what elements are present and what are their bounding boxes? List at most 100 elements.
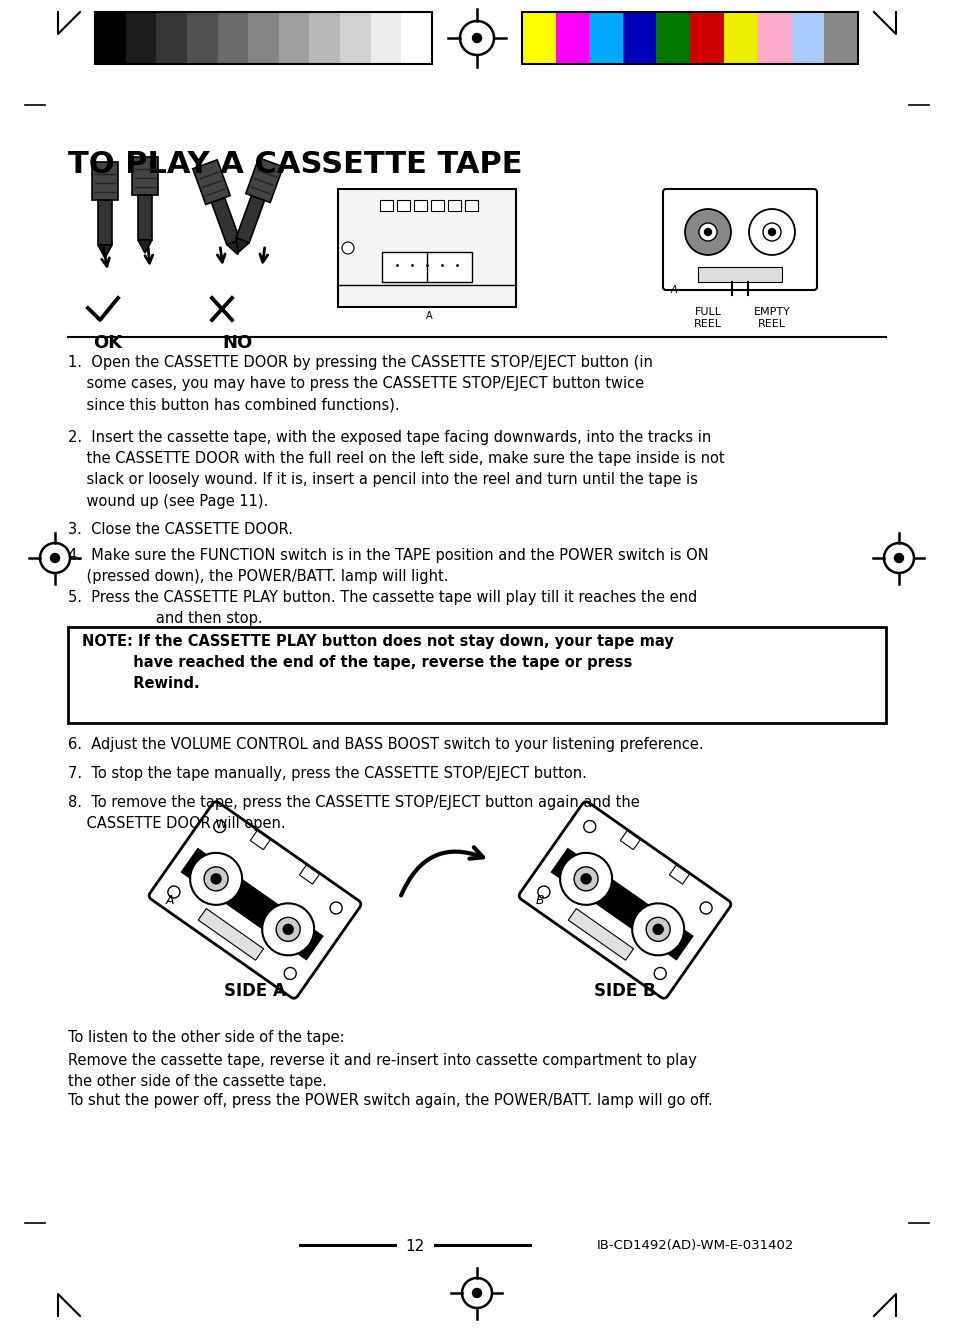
Circle shape <box>51 554 59 563</box>
Bar <box>246 158 283 202</box>
Text: SIDE A: SIDE A <box>224 981 286 1000</box>
Bar <box>95 12 432 64</box>
Text: NO: NO <box>223 335 253 352</box>
Bar <box>339 12 371 64</box>
Bar <box>568 908 633 960</box>
Bar <box>521 12 857 64</box>
Circle shape <box>459 21 494 54</box>
Bar <box>722 12 757 64</box>
Circle shape <box>699 223 717 240</box>
Bar <box>187 12 217 64</box>
Text: 5.  Press the CASSETTE PLAY button. The cassette tape will play till it reaches : 5. Press the CASSETTE PLAY button. The c… <box>68 590 697 627</box>
Bar <box>619 831 639 850</box>
Text: B: B <box>535 894 543 907</box>
Circle shape <box>40 543 70 572</box>
Circle shape <box>894 554 902 563</box>
Text: 1.  Open the CASSETTE DOOR by pressing the CASSETTE STOP/EJECT button (in
    so: 1. Open the CASSETTE DOOR by pressing th… <box>68 355 652 413</box>
FancyBboxPatch shape <box>149 802 360 999</box>
Bar <box>550 847 693 960</box>
Bar <box>448 201 460 211</box>
Circle shape <box>168 886 180 898</box>
Circle shape <box>559 853 612 904</box>
Polygon shape <box>227 240 240 255</box>
Circle shape <box>654 968 665 980</box>
Circle shape <box>583 821 596 833</box>
Bar <box>138 195 152 240</box>
Bar <box>98 201 112 244</box>
Text: OK: OK <box>93 335 122 352</box>
Text: To shut the power off, press the POWER switch again, the POWER/BATT. lamp will g: To shut the power off, press the POWER s… <box>68 1093 712 1108</box>
FancyBboxPatch shape <box>662 189 816 290</box>
Text: A: A <box>425 311 432 321</box>
Text: SIDE B: SIDE B <box>594 981 655 1000</box>
Circle shape <box>574 867 598 891</box>
Circle shape <box>262 903 314 955</box>
Circle shape <box>537 886 549 898</box>
Circle shape <box>275 918 300 942</box>
Text: A: A <box>670 286 677 295</box>
Circle shape <box>283 924 293 935</box>
Circle shape <box>748 208 794 255</box>
Text: IB-CD1492(AD)-WM-E-031402: IB-CD1492(AD)-WM-E-031402 <box>596 1239 793 1252</box>
Text: A: A <box>166 894 173 907</box>
Bar <box>656 12 689 64</box>
Circle shape <box>700 902 711 914</box>
Bar <box>431 201 443 211</box>
Bar <box>381 252 472 282</box>
Circle shape <box>190 853 242 904</box>
Bar <box>337 189 516 307</box>
Bar <box>379 201 393 211</box>
Bar <box>126 12 156 64</box>
Circle shape <box>213 821 226 833</box>
Polygon shape <box>138 240 152 254</box>
Circle shape <box>653 924 662 935</box>
Bar <box>622 12 656 64</box>
Text: NOTE: If the CASSETTE PLAY button does not stay down, your tape may
          ha: NOTE: If the CASSETTE PLAY button does n… <box>82 633 673 692</box>
Bar <box>669 865 689 884</box>
FancyBboxPatch shape <box>518 802 730 999</box>
Bar <box>95 12 126 64</box>
Bar <box>396 201 410 211</box>
Text: 6.  Adjust the VOLUME CONTROL and BASS BOOST switch to your listening preference: 6. Adjust the VOLUME CONTROL and BASS BO… <box>68 737 703 752</box>
Bar <box>589 12 622 64</box>
Circle shape <box>703 228 711 235</box>
Bar <box>309 12 339 64</box>
Circle shape <box>580 874 591 884</box>
Bar <box>555 12 589 64</box>
Circle shape <box>204 867 228 891</box>
Text: EMPTY
REEL: EMPTY REEL <box>753 307 790 328</box>
Bar <box>132 157 158 195</box>
Text: To listen to the other side of the tape:: To listen to the other side of the tape: <box>68 1031 344 1045</box>
Text: 12: 12 <box>405 1239 424 1254</box>
Bar <box>299 865 319 884</box>
Circle shape <box>461 1278 492 1308</box>
Bar <box>156 12 187 64</box>
Circle shape <box>632 903 683 955</box>
Bar <box>689 12 722 64</box>
Bar <box>198 908 263 960</box>
Text: FULL
REEL: FULL REEL <box>693 307 721 328</box>
Bar <box>278 12 309 64</box>
Polygon shape <box>235 238 249 252</box>
Circle shape <box>883 543 913 572</box>
Bar <box>823 12 857 64</box>
Bar <box>248 12 278 64</box>
Circle shape <box>645 918 669 942</box>
Text: 3.  Close the CASSETTE DOOR.: 3. Close the CASSETTE DOOR. <box>68 522 293 537</box>
Circle shape <box>684 208 730 255</box>
Bar <box>250 831 270 850</box>
Circle shape <box>341 242 354 254</box>
Polygon shape <box>98 244 112 258</box>
Bar <box>698 267 781 282</box>
Text: 4.  Make sure the FUNCTION switch is in the TAPE position and the POWER switch i: 4. Make sure the FUNCTION switch is in t… <box>68 548 708 584</box>
Bar <box>521 12 555 64</box>
Circle shape <box>472 33 481 42</box>
Bar <box>401 12 432 64</box>
Bar <box>414 201 427 211</box>
Text: TO PLAY A CASSETTE TAPE: TO PLAY A CASSETTE TAPE <box>68 150 522 179</box>
Circle shape <box>284 968 295 980</box>
Bar <box>235 195 264 243</box>
Bar <box>91 162 118 201</box>
Circle shape <box>472 1288 481 1297</box>
Circle shape <box>762 223 781 240</box>
